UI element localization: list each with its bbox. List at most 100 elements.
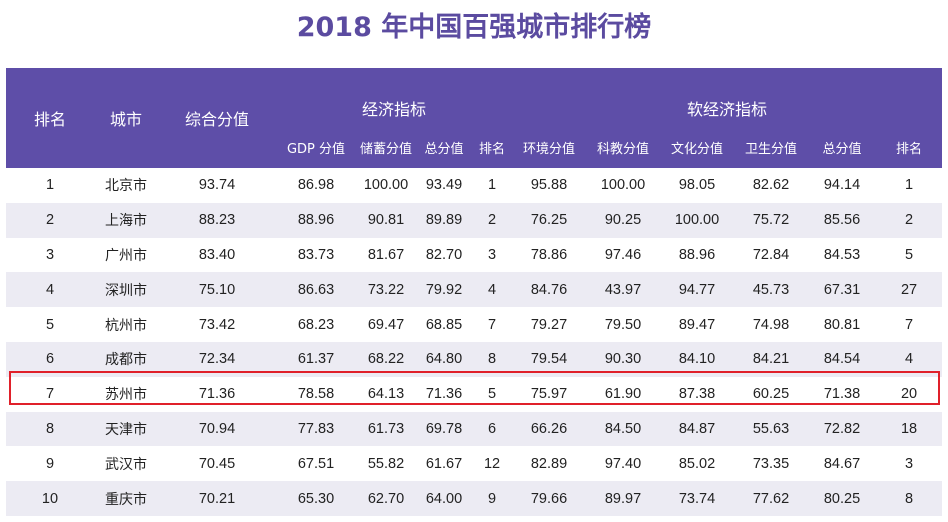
cell-soft-rank: 20 bbox=[876, 376, 943, 412]
cell-edu: 89.97 bbox=[586, 481, 661, 516]
cell-econ-rank: 6 bbox=[472, 411, 513, 447]
cell-gdp: 86.63 bbox=[276, 272, 356, 308]
cell-culture: 98.05 bbox=[660, 168, 735, 203]
cell-econ-rank: 7 bbox=[472, 307, 513, 342]
cell-savings: 61.73 bbox=[356, 411, 416, 447]
header-gdp: GDP 分值 bbox=[276, 126, 356, 168]
cell-edu: 79.50 bbox=[586, 307, 661, 342]
cell-env: 79.54 bbox=[512, 341, 587, 377]
cell-composite: 70.45 bbox=[158, 446, 276, 482]
cell-savings: 90.81 bbox=[356, 202, 416, 238]
cell-soft-total: 84.67 bbox=[808, 446, 877, 482]
cell-rank: 4 bbox=[6, 272, 94, 308]
cell-city: 武汉市 bbox=[94, 446, 158, 482]
cell-health: 75.72 bbox=[734, 202, 809, 238]
table-row: 4 深圳市 75.10 86.63 73.22 79.92 4 84.76 43.97 94.77… bbox=[6, 272, 943, 308]
cell-city: 北京市 bbox=[94, 168, 158, 203]
cell-soft-total: 80.81 bbox=[808, 307, 877, 342]
table-row: 7 苏州市 71.36 78.58 64.13 71.36 5 75.97 61.90 87.38… bbox=[6, 376, 943, 412]
cell-health: 77.62 bbox=[734, 481, 809, 516]
cell-edu: 97.46 bbox=[586, 237, 661, 273]
cell-gdp: 78.58 bbox=[276, 376, 356, 412]
page-title: 2018 年中国百强城市排行榜 bbox=[296, 12, 652, 43]
cell-city: 苏州市 bbox=[94, 376, 158, 412]
header-soft-rank: 排名 bbox=[876, 126, 943, 168]
cell-soft-rank: 27 bbox=[876, 272, 943, 308]
cell-econ-total: 93.49 bbox=[416, 168, 472, 203]
cell-rank: 10 bbox=[6, 481, 94, 516]
cell-city: 天津市 bbox=[94, 411, 158, 447]
cell-econ-total: 68.85 bbox=[416, 307, 472, 342]
table-row: 1 北京市 93.74 86.98 100.00 93.49 1 95.88 100.00 98.… bbox=[6, 168, 943, 203]
header-soft-total: 总分值 bbox=[808, 126, 877, 168]
cell-culture: 73.74 bbox=[660, 481, 735, 516]
header-economic-group: 经济指标 bbox=[276, 68, 513, 126]
table-row: 10 重庆市 70.21 65.30 62.70 64.00 9 79.66 89.97 73.7… bbox=[6, 481, 943, 516]
cell-savings: 73.22 bbox=[356, 272, 416, 308]
header-composite: 综合分值 bbox=[158, 68, 276, 168]
cell-culture: 87.38 bbox=[660, 376, 735, 412]
cell-env: 79.66 bbox=[512, 481, 587, 516]
header-city: 城市 bbox=[94, 68, 158, 168]
cell-culture: 84.87 bbox=[660, 411, 735, 447]
cell-savings: 69.47 bbox=[356, 307, 416, 342]
cell-edu: 97.40 bbox=[586, 446, 661, 482]
cell-soft-rank: 3 bbox=[876, 446, 943, 482]
table-row: 5 杭州市 73.42 68.23 69.47 68.85 7 79.27 79.50 89.47… bbox=[6, 307, 943, 342]
header-savings: 储蓄分值 bbox=[356, 126, 416, 168]
cell-edu: 90.25 bbox=[586, 202, 661, 238]
cell-soft-total: 67.31 bbox=[808, 272, 877, 308]
table-row: 6 成都市 72.34 61.37 68.22 64.80 8 79.54 90.30 84.10… bbox=[6, 341, 943, 377]
cell-savings: 55.82 bbox=[356, 446, 416, 482]
cell-soft-rank: 1 bbox=[876, 168, 943, 203]
cell-econ-total: 71.36 bbox=[416, 376, 472, 412]
table-row: 2 上海市 88.23 88.96 90.81 89.89 2 76.25 90.25 100.0… bbox=[6, 202, 943, 238]
cell-soft-total: 72.82 bbox=[808, 411, 877, 447]
cell-rank: 6 bbox=[6, 341, 94, 377]
cell-culture: 88.96 bbox=[660, 237, 735, 273]
cell-econ-total: 82.70 bbox=[416, 237, 472, 273]
cell-econ-total: 89.89 bbox=[416, 202, 472, 238]
cell-econ-rank: 4 bbox=[472, 272, 513, 308]
header-edu: 科教分值 bbox=[586, 126, 661, 168]
cell-econ-total: 79.92 bbox=[416, 272, 472, 308]
cell-health: 72.84 bbox=[734, 237, 809, 273]
table-row: 9 武汉市 70.45 67.51 55.82 61.67 12 82.89 97.40 85.0… bbox=[6, 446, 943, 482]
cell-gdp: 67.51 bbox=[276, 446, 356, 482]
cell-env: 78.86 bbox=[512, 237, 587, 273]
cell-composite: 93.74 bbox=[158, 168, 276, 203]
cell-soft-total: 84.53 bbox=[808, 237, 877, 273]
cell-health: 60.25 bbox=[734, 376, 809, 412]
cell-city: 成都市 bbox=[94, 341, 158, 377]
cell-gdp: 68.23 bbox=[276, 307, 356, 342]
cell-culture: 85.02 bbox=[660, 446, 735, 482]
header-health: 卫生分值 bbox=[734, 126, 809, 168]
cell-env: 82.89 bbox=[512, 446, 587, 482]
cell-composite: 83.40 bbox=[158, 237, 276, 273]
cell-health: 73.35 bbox=[734, 446, 809, 482]
cell-soft-rank: 4 bbox=[876, 341, 943, 377]
cell-culture: 94.77 bbox=[660, 272, 735, 308]
cell-soft-rank: 7 bbox=[876, 307, 943, 342]
cell-soft-total: 94.14 bbox=[808, 168, 877, 203]
cell-health: 45.73 bbox=[734, 272, 809, 308]
cell-edu: 84.50 bbox=[586, 411, 661, 447]
cell-rank: 5 bbox=[6, 307, 94, 342]
cell-health: 74.98 bbox=[734, 307, 809, 342]
cell-savings: 68.22 bbox=[356, 341, 416, 377]
cell-composite: 88.23 bbox=[158, 202, 276, 238]
cell-savings: 100.00 bbox=[356, 168, 416, 203]
table-row: 3 广州市 83.40 83.73 81.67 82.70 3 78.86 97.46 88.96… bbox=[6, 237, 943, 273]
cell-soft-rank: 18 bbox=[876, 411, 943, 447]
header-env: 环境分值 bbox=[512, 126, 587, 168]
cell-gdp: 88.96 bbox=[276, 202, 356, 238]
cell-composite: 70.94 bbox=[158, 411, 276, 447]
cell-composite: 72.34 bbox=[158, 341, 276, 377]
cell-savings: 62.70 bbox=[356, 481, 416, 516]
cell-gdp: 86.98 bbox=[276, 168, 356, 203]
cell-env: 66.26 bbox=[512, 411, 587, 447]
cell-soft-total: 85.56 bbox=[808, 202, 877, 238]
cell-econ-rank: 5 bbox=[472, 376, 513, 412]
cell-gdp: 61.37 bbox=[276, 341, 356, 377]
cell-rank: 8 bbox=[6, 411, 94, 447]
